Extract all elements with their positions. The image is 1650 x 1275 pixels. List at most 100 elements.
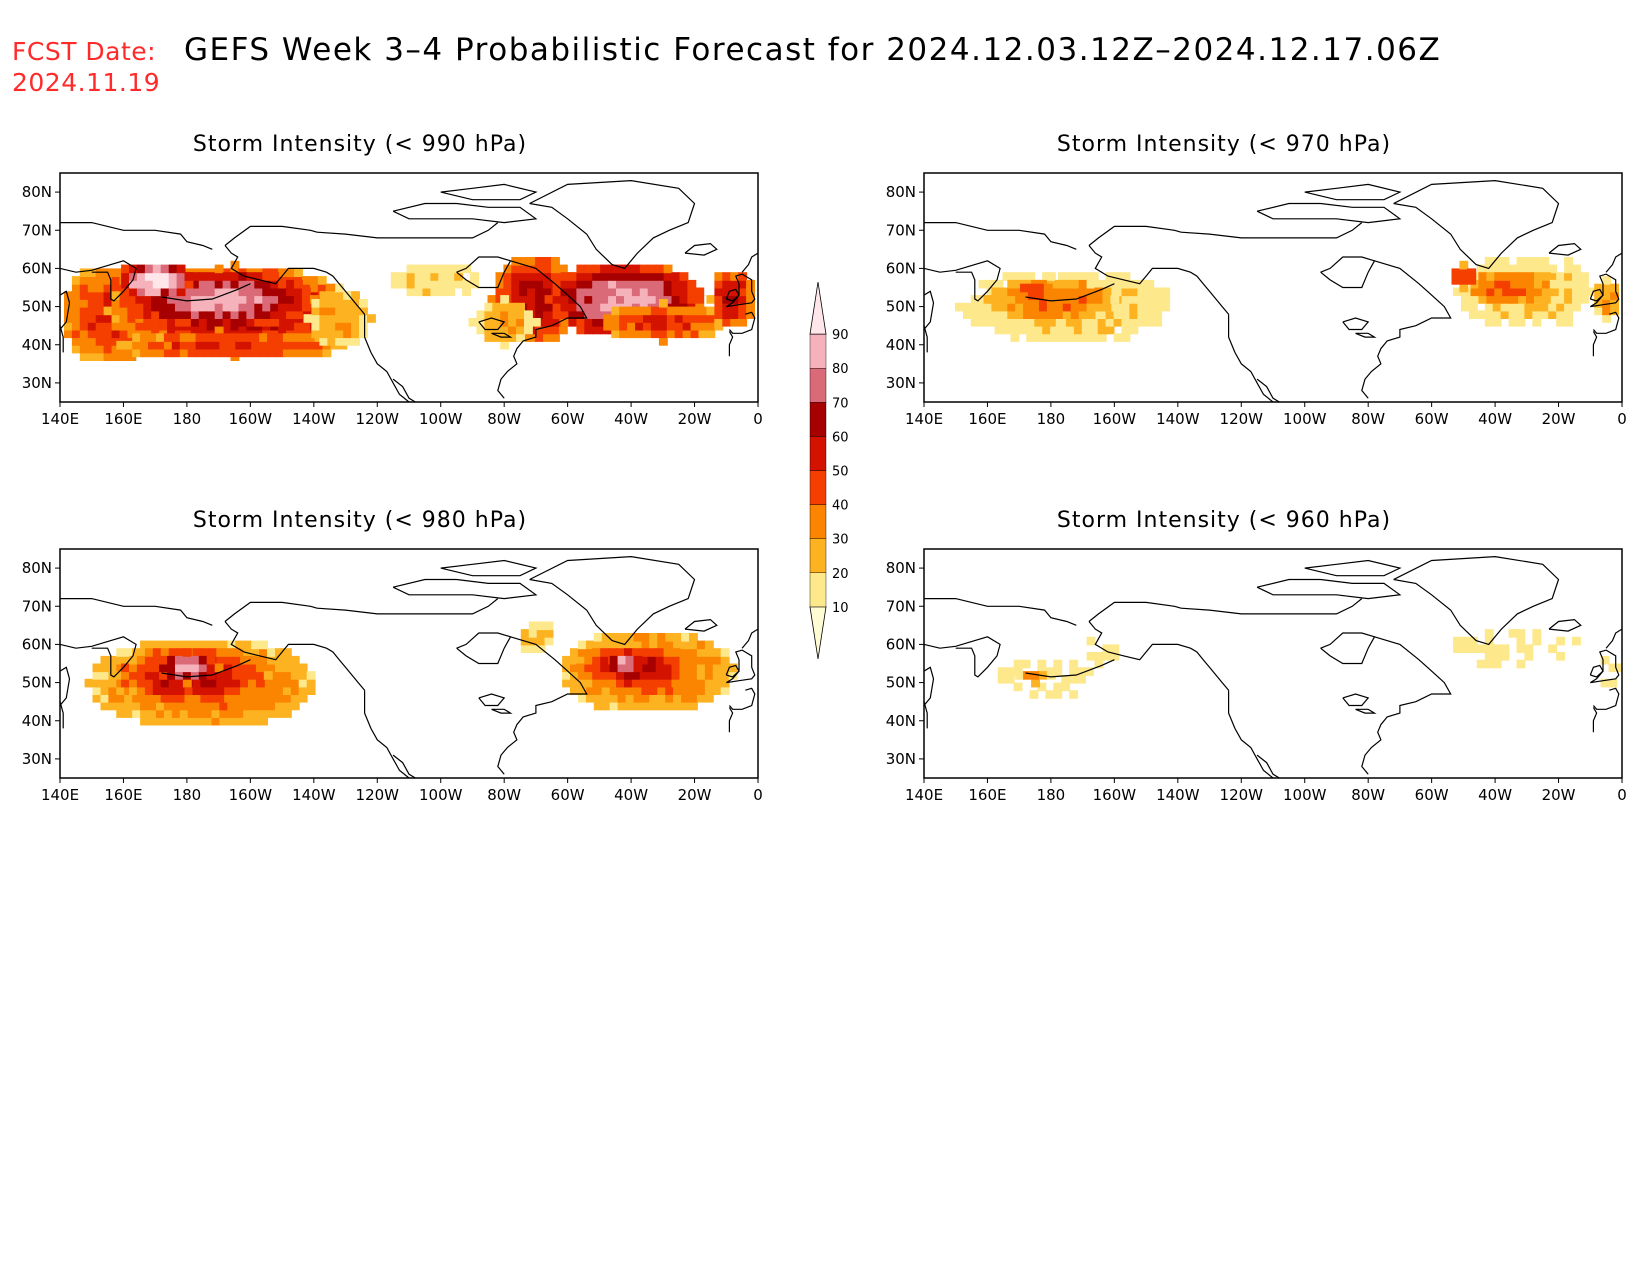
- probability-cell: [227, 340, 237, 350]
- probability-cell: [476, 310, 486, 319]
- probability-cell: [624, 279, 633, 289]
- probability-cell: [633, 640, 643, 650]
- probability-cell: [1035, 283, 1045, 293]
- probability-cell: [159, 295, 168, 304]
- probability-cell: [1018, 325, 1028, 335]
- probability-cell: [1492, 264, 1502, 274]
- probability-cell: [275, 671, 284, 680]
- probability-cell: [311, 329, 321, 339]
- probability-cell: [129, 663, 138, 673]
- probability-cell: [1086, 302, 1096, 312]
- probability-cell: [1145, 295, 1155, 304]
- probability-cell: [679, 671, 689, 680]
- probability-cell: [570, 648, 579, 657]
- probability-cell: [103, 314, 113, 323]
- probability-cell: [687, 279, 697, 289]
- probability-cell: [206, 302, 216, 312]
- probability-cell: [1085, 667, 1094, 676]
- probability-cell: [235, 701, 245, 711]
- probability-cell: [1073, 272, 1083, 281]
- probability-cell: [1556, 272, 1566, 281]
- probability-cell: [219, 709, 229, 718]
- probability-cell: [1015, 302, 1025, 312]
- probability-cell: [1532, 302, 1542, 312]
- probability-cell: [275, 655, 284, 665]
- probability-cell: [275, 663, 284, 673]
- probability-cell: [658, 306, 668, 316]
- probability-cell: [616, 264, 625, 274]
- probability-cell: [593, 633, 603, 642]
- probability-cell: [206, 655, 216, 665]
- probability-cell: [576, 287, 586, 297]
- probability-cell: [1089, 325, 1099, 335]
- probability-cell: [682, 329, 692, 339]
- lon-tick-label: 140W: [292, 786, 336, 804]
- probability-cell: [182, 295, 192, 304]
- probability-cell: [116, 678, 126, 688]
- probability-cell: [577, 648, 587, 657]
- probability-cell: [187, 333, 197, 342]
- probability-cell: [248, 655, 257, 665]
- probability-cell: [1121, 272, 1131, 281]
- probability-cell: [617, 663, 627, 673]
- probability-cell: [108, 686, 118, 695]
- probability-cell: [663, 287, 673, 297]
- probability-cell: [168, 686, 178, 695]
- probability-cell: [160, 272, 170, 281]
- probability-cell: [1484, 264, 1494, 274]
- probability-cell: [327, 337, 337, 346]
- coastline: [725, 288, 740, 302]
- probability-cell: [224, 686, 234, 695]
- probability-cell: [430, 287, 440, 297]
- probability-cell: [119, 306, 129, 316]
- probability-cell: [190, 295, 200, 304]
- probability-cell: [592, 287, 602, 297]
- probability-cell: [290, 340, 300, 350]
- probability-cell: [1602, 314, 1612, 323]
- probability-cell: [1021, 659, 1031, 669]
- probability-cell: [639, 287, 649, 297]
- probability-cell: [1556, 302, 1566, 312]
- probability-cell: [551, 318, 560, 327]
- probability-cell: [641, 694, 651, 703]
- probability-cell: [657, 640, 667, 650]
- probability-cell: [136, 671, 146, 680]
- probability-cell: [259, 348, 268, 358]
- probability-cell: [262, 295, 272, 304]
- probability-cell: [1002, 318, 1012, 327]
- probability-cell: [484, 318, 494, 327]
- probability-cell: [438, 287, 448, 297]
- probability-cell: [79, 337, 89, 346]
- probability-cell: [198, 302, 208, 312]
- probability-cell: [282, 686, 292, 695]
- probability-cell: [1486, 279, 1496, 289]
- probability-cell: [414, 272, 424, 281]
- probability-cell: [200, 678, 210, 688]
- probability-cell: [246, 272, 256, 281]
- probability-cell: [584, 302, 594, 312]
- probability-cell: [1054, 295, 1064, 304]
- probability-cell: [87, 299, 97, 308]
- lon-tick-label: 160W: [229, 410, 273, 428]
- probability-cell: [999, 302, 1009, 312]
- probability-cell: [1081, 272, 1091, 281]
- probability-cell: [152, 655, 162, 665]
- probability-cell: [1572, 295, 1581, 304]
- probability-cell: [508, 302, 517, 312]
- probability-cell: [503, 279, 513, 289]
- probability-cell: [163, 716, 173, 726]
- probability-cell: [198, 287, 208, 297]
- probability-cell: [152, 686, 162, 695]
- probability-cell: [970, 310, 980, 319]
- probability-cell: [663, 264, 673, 274]
- probability-cell: [335, 306, 345, 316]
- probability-cell: [87, 291, 97, 300]
- probability-cell: [351, 306, 360, 316]
- probability-cell: [136, 663, 146, 673]
- probability-cell: [484, 310, 494, 319]
- probability-cell: [1137, 287, 1147, 297]
- probability-cell: [986, 302, 996, 312]
- probability-cell: [462, 287, 471, 297]
- colorbar-band: [809, 606, 827, 660]
- probability-cell: [1058, 272, 1067, 281]
